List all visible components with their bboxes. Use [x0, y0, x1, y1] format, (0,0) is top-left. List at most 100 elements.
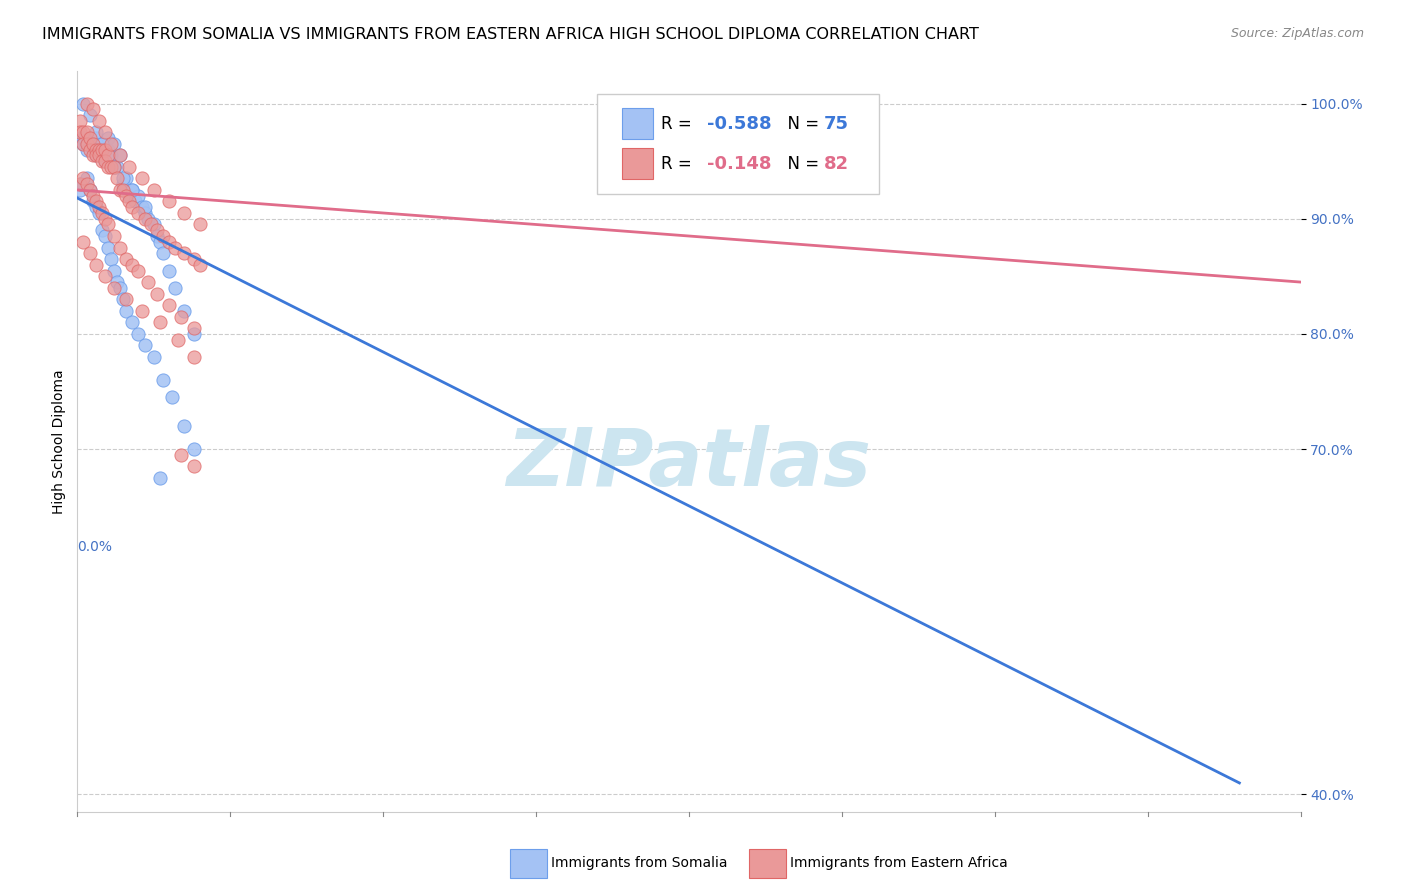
Point: [157, 235, 180, 249]
Point: [87, 143, 110, 157]
Point: [134, 206, 156, 220]
Point: [79, 143, 101, 157]
Point: [146, 286, 169, 301]
Point: [115, 171, 138, 186]
Point: [103, 160, 125, 174]
Point: [90, 154, 112, 169]
Point: [76, 136, 98, 151]
Point: [127, 206, 149, 220]
Point: [105, 275, 128, 289]
Point: [100, 136, 122, 151]
Point: [94, 154, 117, 169]
Point: [84, 143, 107, 157]
Point: [94, 269, 117, 284]
Point: [103, 136, 125, 151]
Point: [79, 246, 101, 260]
Point: [87, 206, 110, 220]
Point: [146, 223, 169, 237]
Point: [136, 275, 159, 289]
Point: [76, 96, 98, 111]
Point: [84, 131, 107, 145]
Point: [72, 235, 94, 249]
Point: [87, 148, 110, 162]
Point: [97, 148, 120, 162]
Point: [72, 171, 94, 186]
Point: [108, 240, 131, 254]
Point: [115, 252, 138, 266]
Point: [149, 315, 172, 329]
Point: [183, 350, 205, 364]
Point: [97, 148, 120, 162]
Point: [149, 471, 172, 485]
Point: [84, 194, 107, 209]
Point: [108, 183, 131, 197]
Point: [97, 240, 120, 254]
Point: [90, 143, 112, 157]
Point: [87, 136, 110, 151]
Point: [118, 194, 141, 209]
Point: [183, 252, 205, 266]
Point: [69, 183, 91, 197]
Text: 82: 82: [824, 154, 849, 172]
Point: [82, 136, 104, 151]
Point: [170, 448, 193, 462]
Point: [76, 143, 98, 157]
Point: [152, 373, 174, 387]
Point: [79, 131, 101, 145]
Point: [142, 183, 165, 197]
Point: [72, 131, 94, 145]
Text: ZIPatlas: ZIPatlas: [506, 425, 872, 503]
Text: 0.0%: 0.0%: [77, 540, 112, 554]
Point: [115, 293, 138, 307]
Point: [97, 131, 120, 145]
Point: [90, 148, 112, 162]
FancyBboxPatch shape: [621, 148, 654, 179]
Point: [82, 194, 104, 209]
Point: [82, 148, 104, 162]
FancyBboxPatch shape: [621, 108, 654, 139]
Point: [76, 171, 98, 186]
Point: [72, 136, 94, 151]
Point: [69, 178, 91, 192]
Point: [173, 206, 195, 220]
Point: [167, 333, 190, 347]
Point: [100, 148, 122, 162]
Point: [108, 148, 131, 162]
Point: [118, 160, 141, 174]
Point: [170, 310, 193, 324]
Point: [121, 183, 143, 197]
Point: [183, 321, 205, 335]
Point: [76, 136, 98, 151]
Point: [118, 188, 141, 202]
Point: [84, 258, 107, 272]
Point: [157, 194, 180, 209]
Point: [94, 211, 117, 226]
Point: [84, 200, 107, 214]
Point: [76, 178, 98, 192]
Text: -0.148: -0.148: [707, 154, 772, 172]
Point: [103, 160, 125, 174]
Point: [79, 131, 101, 145]
Point: [97, 143, 120, 157]
Point: [127, 188, 149, 202]
Point: [69, 114, 91, 128]
Point: [183, 326, 205, 341]
Text: N =: N =: [778, 114, 824, 133]
Point: [90, 206, 112, 220]
Point: [94, 154, 117, 169]
Point: [82, 143, 104, 157]
Point: [69, 131, 91, 145]
Point: [84, 148, 107, 162]
Point: [108, 148, 131, 162]
Point: [127, 263, 149, 277]
Point: [139, 218, 162, 232]
Point: [112, 183, 135, 197]
Point: [87, 200, 110, 214]
Point: [79, 108, 101, 122]
Point: [142, 350, 165, 364]
Point: [82, 136, 104, 151]
Point: [131, 303, 153, 318]
Point: [112, 293, 135, 307]
Point: [115, 188, 138, 202]
Point: [173, 419, 195, 434]
